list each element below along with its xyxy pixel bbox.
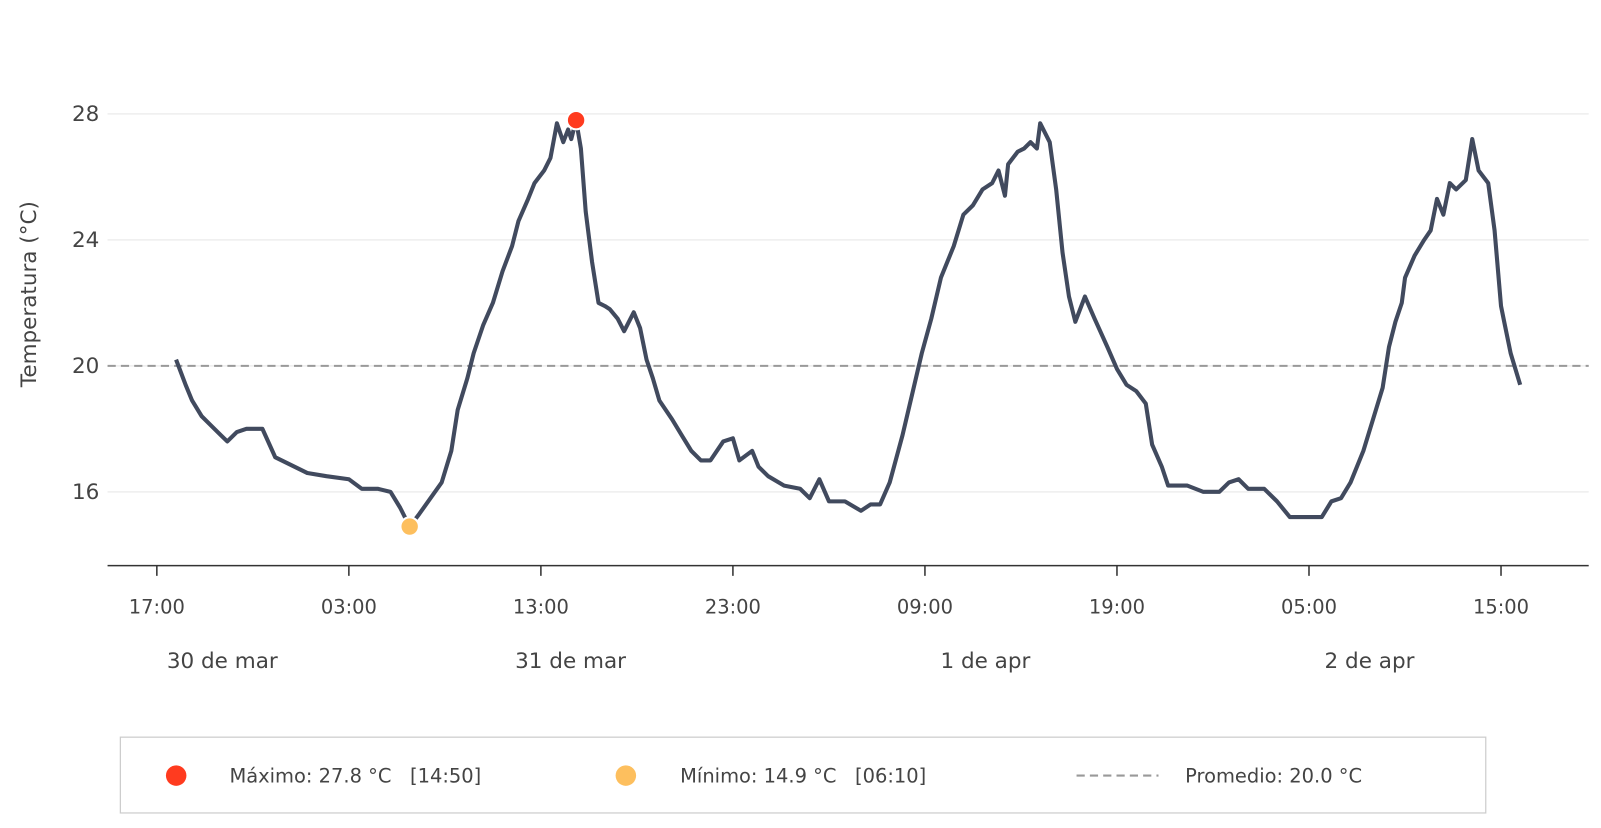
x-tick-label: 13:00 [513, 596, 569, 619]
x-tick-label: 09:00 [897, 596, 953, 619]
x-tick-label: 23:00 [705, 596, 761, 619]
legend-max-marker [165, 765, 187, 786]
legend: Máximo: 27.8 °C [14:50] Mínimo: 14.9 °C … [119, 736, 1487, 814]
x-tick-label: 05:00 [1281, 596, 1337, 619]
x-axis-ticks: 17:00 03:00 13:00 23:00 09:00 19:00 05:00 15:00 [129, 565, 1529, 619]
x-tick-label: 17:00 [129, 596, 185, 619]
date-label-30-mar: 30 de mar [167, 649, 278, 674]
date-label-31-mar: 31 de mar [515, 649, 626, 674]
x-tick-label: 03:00 [321, 596, 377, 619]
x-tick-label: 15:00 [1473, 596, 1529, 619]
legend-min-marker [615, 765, 637, 786]
max-point-marker [565, 109, 587, 131]
min-point-marker [399, 516, 420, 537]
y-axis-label: Temperatura (°C) [17, 201, 42, 388]
legend-max-label: Máximo: 27.8 °C [14:50] [229, 765, 481, 788]
legend-box [119, 736, 1487, 814]
temperature-series-line [174, 118, 1523, 529]
y-axis-ticks: 16 20 24 28 [72, 102, 99, 505]
x-tick-label: 19:00 [1089, 596, 1145, 619]
y-tick-label: 24 [72, 228, 99, 253]
date-label-1-apr: 1 de apr [940, 649, 1030, 674]
y-tick-label: 16 [72, 480, 99, 505]
y-tick-label: 20 [72, 354, 99, 379]
legend-min-label: Mínimo: 14.9 °C [06:10] [680, 765, 926, 788]
date-label-2-apr: 2 de apr [1325, 649, 1415, 674]
y-tick-label: 28 [72, 102, 99, 127]
legend-mean-label: Promedio: 20.0 °C [1185, 765, 1362, 788]
